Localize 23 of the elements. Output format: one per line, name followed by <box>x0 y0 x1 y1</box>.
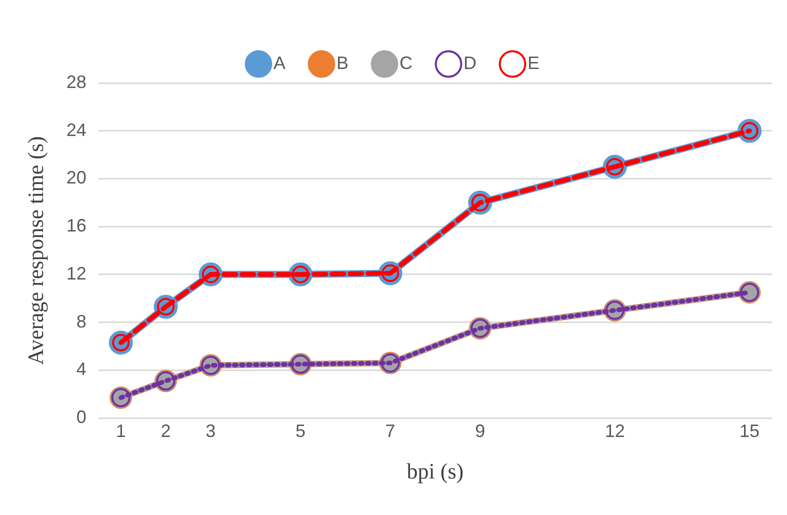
y-tick-label: 24 <box>66 120 86 140</box>
x-tick-label: 1 <box>116 420 126 441</box>
x-tick-label: 7 <box>385 420 396 441</box>
y-tick-label: 28 <box>66 72 86 92</box>
x-tick-label: 9 <box>475 420 486 441</box>
y-tick-label: 16 <box>66 216 86 236</box>
x-tick-label: 12 <box>604 420 625 441</box>
x-tick-label: 5 <box>295 420 306 441</box>
y-axis-title: Average response time (s) <box>22 136 48 365</box>
x-tick-label: 2 <box>160 420 171 441</box>
x-axis-title: bpi (s) <box>406 458 464 484</box>
legend-label: B <box>336 52 349 73</box>
legend-label: A <box>273 52 286 73</box>
y-tick-label: 12 <box>66 263 86 284</box>
y-tick-label: 20 <box>66 168 86 188</box>
legend-label: C <box>400 52 413 73</box>
x-tick-label: 3 <box>206 420 216 441</box>
y-tick-label: 0 <box>76 406 86 427</box>
legend-label: D <box>464 52 477 73</box>
x-tick-label: 15 <box>740 420 760 441</box>
y-tick-label: 8 <box>76 311 86 332</box>
legend-label: E <box>528 52 540 73</box>
y-tick-label: 4 <box>76 359 86 380</box>
